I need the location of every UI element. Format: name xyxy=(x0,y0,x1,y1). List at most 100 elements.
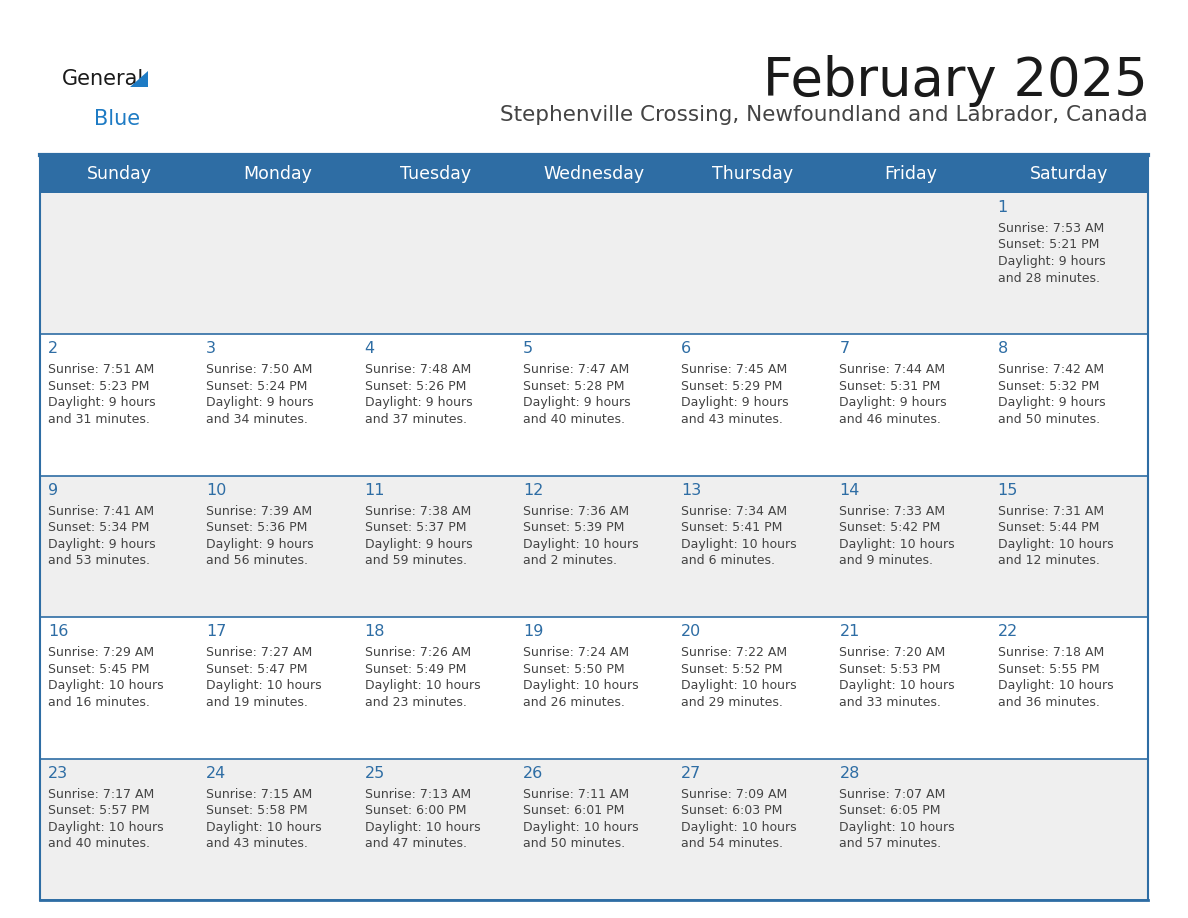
Text: Sunrise: 7:29 AM: Sunrise: 7:29 AM xyxy=(48,646,154,659)
Bar xyxy=(356,476,514,617)
Text: Sunset: 5:42 PM: Sunset: 5:42 PM xyxy=(840,521,941,534)
Bar xyxy=(40,476,198,617)
Bar xyxy=(990,334,1148,476)
Text: 22: 22 xyxy=(998,624,1018,639)
Bar xyxy=(198,617,356,758)
Text: Sunrise: 7:18 AM: Sunrise: 7:18 AM xyxy=(998,646,1104,659)
Text: and 31 minutes.: and 31 minutes. xyxy=(48,413,150,426)
Text: Sunrise: 7:38 AM: Sunrise: 7:38 AM xyxy=(365,505,470,518)
Text: Daylight: 9 hours: Daylight: 9 hours xyxy=(48,538,156,551)
Bar xyxy=(990,476,1148,617)
Bar xyxy=(198,334,356,476)
Text: Sunrise: 7:53 AM: Sunrise: 7:53 AM xyxy=(998,222,1104,235)
Text: Daylight: 10 hours: Daylight: 10 hours xyxy=(681,679,797,692)
Text: Sunset: 6:03 PM: Sunset: 6:03 PM xyxy=(681,804,783,817)
Text: 15: 15 xyxy=(998,483,1018,498)
Text: Sunrise: 7:07 AM: Sunrise: 7:07 AM xyxy=(840,788,946,800)
Text: Sunset: 5:55 PM: Sunset: 5:55 PM xyxy=(998,663,1099,676)
Bar xyxy=(40,334,198,476)
Text: Sunset: 5:53 PM: Sunset: 5:53 PM xyxy=(840,663,941,676)
Bar xyxy=(514,334,674,476)
Bar xyxy=(40,617,198,758)
Text: Sunset: 5:45 PM: Sunset: 5:45 PM xyxy=(48,663,150,676)
Text: 27: 27 xyxy=(681,766,701,780)
Text: Sunrise: 7:33 AM: Sunrise: 7:33 AM xyxy=(840,505,946,518)
Text: Daylight: 10 hours: Daylight: 10 hours xyxy=(365,821,480,834)
Bar xyxy=(356,617,514,758)
Bar xyxy=(674,476,832,617)
Bar xyxy=(356,193,514,334)
Text: Daylight: 9 hours: Daylight: 9 hours xyxy=(207,538,314,551)
Text: February 2025: February 2025 xyxy=(763,55,1148,107)
Text: 2: 2 xyxy=(48,341,58,356)
Text: Sunrise: 7:27 AM: Sunrise: 7:27 AM xyxy=(207,646,312,659)
Text: Stephenville Crossing, Newfoundland and Labrador, Canada: Stephenville Crossing, Newfoundland and … xyxy=(500,105,1148,125)
Text: 25: 25 xyxy=(365,766,385,780)
Text: 28: 28 xyxy=(840,766,860,780)
Text: Sunset: 5:37 PM: Sunset: 5:37 PM xyxy=(365,521,466,534)
Bar xyxy=(514,617,674,758)
Text: and 56 minutes.: and 56 minutes. xyxy=(207,554,308,567)
Text: and 2 minutes.: and 2 minutes. xyxy=(523,554,617,567)
Text: and 23 minutes.: and 23 minutes. xyxy=(365,696,467,709)
Bar xyxy=(674,758,832,900)
Text: and 59 minutes.: and 59 minutes. xyxy=(365,554,467,567)
Text: Sunset: 5:57 PM: Sunset: 5:57 PM xyxy=(48,804,150,817)
Text: Daylight: 10 hours: Daylight: 10 hours xyxy=(840,538,955,551)
Text: Sunrise: 7:39 AM: Sunrise: 7:39 AM xyxy=(207,505,312,518)
Bar xyxy=(832,476,990,617)
Text: Sunset: 5:41 PM: Sunset: 5:41 PM xyxy=(681,521,783,534)
Text: Sunrise: 7:51 AM: Sunrise: 7:51 AM xyxy=(48,364,154,376)
Text: 14: 14 xyxy=(840,483,860,498)
Text: Sunrise: 7:45 AM: Sunrise: 7:45 AM xyxy=(681,364,788,376)
Text: 21: 21 xyxy=(840,624,860,639)
Bar xyxy=(514,476,674,617)
Text: and 54 minutes.: and 54 minutes. xyxy=(681,837,783,850)
Bar xyxy=(356,334,514,476)
Text: and 43 minutes.: and 43 minutes. xyxy=(207,837,308,850)
Text: Sunday: Sunday xyxy=(87,165,152,183)
Text: Daylight: 10 hours: Daylight: 10 hours xyxy=(998,679,1113,692)
Bar xyxy=(40,193,198,334)
Text: Sunset: 5:36 PM: Sunset: 5:36 PM xyxy=(207,521,308,534)
Text: Sunset: 5:58 PM: Sunset: 5:58 PM xyxy=(207,804,308,817)
Bar xyxy=(990,193,1148,334)
Text: Sunset: 6:05 PM: Sunset: 6:05 PM xyxy=(840,804,941,817)
Text: 1: 1 xyxy=(998,200,1007,215)
Text: Daylight: 9 hours: Daylight: 9 hours xyxy=(681,397,789,409)
Text: 10: 10 xyxy=(207,483,227,498)
Text: Sunset: 5:26 PM: Sunset: 5:26 PM xyxy=(365,380,466,393)
Polygon shape xyxy=(129,71,148,87)
Text: and 37 minutes.: and 37 minutes. xyxy=(365,413,467,426)
Text: Sunrise: 7:20 AM: Sunrise: 7:20 AM xyxy=(840,646,946,659)
Bar xyxy=(832,334,990,476)
Text: Sunrise: 7:26 AM: Sunrise: 7:26 AM xyxy=(365,646,470,659)
Text: Sunrise: 7:48 AM: Sunrise: 7:48 AM xyxy=(365,364,470,376)
Text: Thursday: Thursday xyxy=(712,165,792,183)
Bar xyxy=(40,155,1148,193)
Text: and 6 minutes.: and 6 minutes. xyxy=(681,554,775,567)
Text: Daylight: 10 hours: Daylight: 10 hours xyxy=(48,679,164,692)
Text: 20: 20 xyxy=(681,624,701,639)
Text: Saturday: Saturday xyxy=(1030,165,1108,183)
Text: Sunrise: 7:15 AM: Sunrise: 7:15 AM xyxy=(207,788,312,800)
Text: Daylight: 10 hours: Daylight: 10 hours xyxy=(523,821,638,834)
Text: Daylight: 10 hours: Daylight: 10 hours xyxy=(681,821,797,834)
Text: and 28 minutes.: and 28 minutes. xyxy=(998,272,1100,285)
Bar xyxy=(832,758,990,900)
Text: Daylight: 9 hours: Daylight: 9 hours xyxy=(998,255,1105,268)
Text: and 16 minutes.: and 16 minutes. xyxy=(48,696,150,709)
Text: 4: 4 xyxy=(365,341,374,356)
Text: Daylight: 10 hours: Daylight: 10 hours xyxy=(523,538,638,551)
Text: Daylight: 9 hours: Daylight: 9 hours xyxy=(365,538,472,551)
Text: and 50 minutes.: and 50 minutes. xyxy=(523,837,625,850)
Text: Sunrise: 7:47 AM: Sunrise: 7:47 AM xyxy=(523,364,630,376)
Text: Sunrise: 7:09 AM: Sunrise: 7:09 AM xyxy=(681,788,788,800)
Text: Sunset: 5:39 PM: Sunset: 5:39 PM xyxy=(523,521,624,534)
Text: and 57 minutes.: and 57 minutes. xyxy=(840,837,942,850)
Text: Sunset: 5:28 PM: Sunset: 5:28 PM xyxy=(523,380,625,393)
Text: Daylight: 9 hours: Daylight: 9 hours xyxy=(523,397,631,409)
Text: Sunrise: 7:13 AM: Sunrise: 7:13 AM xyxy=(365,788,470,800)
Bar xyxy=(514,758,674,900)
Bar xyxy=(674,193,832,334)
